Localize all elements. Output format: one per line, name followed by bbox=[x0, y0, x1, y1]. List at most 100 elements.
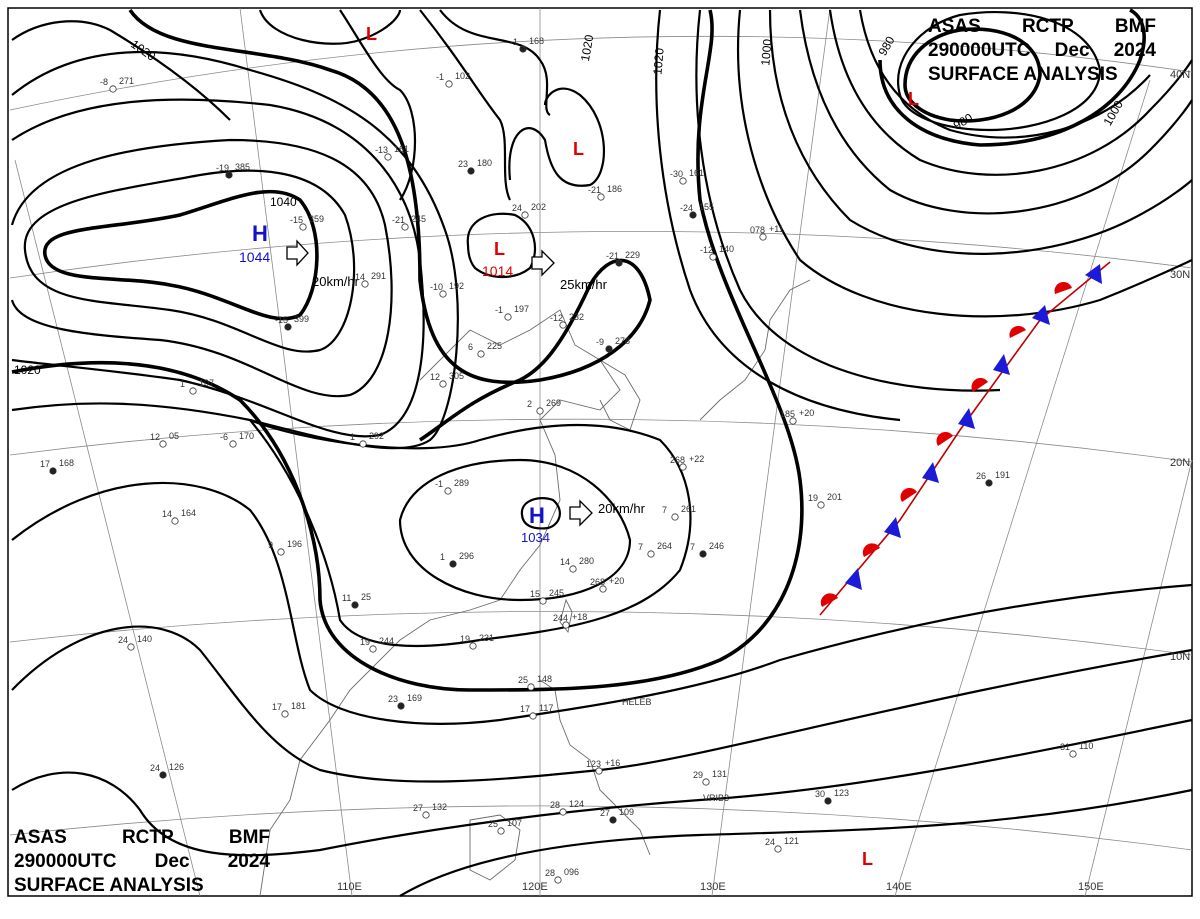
footer-time: 290000UTC bbox=[14, 851, 117, 872]
isobar-1036 bbox=[23, 169, 356, 353]
isobars bbox=[10, 8, 1193, 897]
station-pressure: 232 bbox=[569, 312, 584, 322]
station-temperature: 28 bbox=[545, 868, 555, 878]
station-temperature: 14 bbox=[162, 509, 172, 519]
station-marker bbox=[562, 621, 570, 629]
station-marker bbox=[679, 177, 687, 185]
station-pressure: 197 bbox=[514, 304, 529, 314]
station-plot: 23 169 bbox=[388, 693, 422, 710]
station-marker bbox=[679, 463, 687, 471]
header-title: SURFACE ANALYSIS bbox=[928, 64, 1118, 85]
station-pressure: 201 bbox=[827, 492, 842, 502]
station-plot: 14 280 bbox=[560, 556, 594, 573]
station-pressure: 124 bbox=[569, 799, 584, 809]
station-pressure: 245 bbox=[411, 214, 426, 224]
station-temperature: 25 bbox=[488, 819, 498, 829]
station-temperature: -14 bbox=[352, 272, 365, 282]
lon-label-140e: 140E bbox=[886, 881, 912, 893]
isobar-1028 bbox=[11, 98, 425, 438]
high-1-motion-arrow bbox=[286, 239, 309, 267]
station-label-vrib: VRIB3 bbox=[703, 793, 729, 803]
station-temperature: 28 bbox=[550, 800, 560, 810]
high-2-motion: 20km/hr bbox=[598, 501, 646, 516]
station-plot: 078 +11 bbox=[750, 224, 784, 241]
station-pressure: +11 bbox=[769, 224, 784, 234]
station-temperature: 2 bbox=[527, 399, 532, 409]
station-marker bbox=[615, 259, 623, 267]
low-1-motion-arrow bbox=[531, 249, 555, 277]
station-temperature: 31 bbox=[1060, 742, 1070, 752]
station-pressure: 291 bbox=[371, 271, 386, 281]
station-pressure: 191 bbox=[995, 470, 1010, 480]
station-pressure: 229 bbox=[625, 250, 640, 260]
station-pressure: 186 bbox=[607, 184, 622, 194]
station-marker bbox=[477, 350, 485, 358]
station-temperature: -12 bbox=[700, 245, 713, 255]
isobar-1024 bbox=[11, 50, 459, 450]
station-plot: 14 164 bbox=[162, 508, 196, 525]
isobar-1016-sw bbox=[11, 481, 1193, 725]
footer-year: 2024 bbox=[227, 851, 270, 872]
isobar-n3 bbox=[258, 9, 402, 45]
station-marker bbox=[774, 845, 782, 853]
meridian-100e bbox=[14, 159, 201, 897]
footer-line-1: ASAS RCTP BMF bbox=[14, 826, 270, 850]
station-marker bbox=[759, 233, 767, 241]
station-pressure: 280 bbox=[579, 556, 594, 566]
header-time: 290000UTC bbox=[928, 40, 1031, 61]
station-temperature: 27 bbox=[600, 808, 610, 818]
station-temperature: 15 bbox=[530, 589, 540, 599]
lon-label-120e: 120E bbox=[522, 881, 548, 893]
isobar-1008-s bbox=[11, 718, 1193, 857]
station-plot: 24 140 bbox=[118, 634, 152, 651]
high-1-pressure: 1044 bbox=[239, 249, 270, 265]
station-plot: 17 117 bbox=[520, 703, 553, 720]
station-label-heleb: HELEB bbox=[622, 697, 652, 707]
station-pressure: 168 bbox=[59, 458, 74, 468]
station-pressure: 096 bbox=[564, 867, 579, 877]
isobar-1024-south bbox=[249, 418, 692, 648]
station-marker bbox=[595, 767, 603, 775]
warm-front-bump bbox=[1009, 325, 1026, 338]
station-marker bbox=[529, 712, 537, 720]
station-temperature: 268 bbox=[670, 455, 685, 465]
station-plot: 12 305 bbox=[430, 371, 464, 388]
isobar-n5 bbox=[439, 9, 551, 116]
map-frame bbox=[7, 7, 1193, 897]
isobar-label-1040: 1040 bbox=[270, 195, 297, 209]
station-pressure: 155 bbox=[699, 202, 714, 212]
front bbox=[819, 261, 1111, 616]
station-plot: 25 107 bbox=[488, 818, 522, 835]
warm-front-bump bbox=[936, 431, 953, 446]
station-pressure: 121 bbox=[784, 836, 799, 846]
parallel-30n bbox=[9, 230, 1193, 279]
footer-line-2: 290000UTC Dec 2024 bbox=[14, 850, 270, 874]
station-temperature: 17 bbox=[272, 702, 282, 712]
station-temperature: -1 bbox=[436, 72, 444, 82]
station-plot: 23 180 bbox=[458, 158, 492, 175]
station-plot: 28 096 bbox=[545, 867, 579, 884]
header-agency-code: ASAS bbox=[928, 16, 981, 37]
station-pressure: 399 bbox=[294, 314, 309, 324]
coast-korea bbox=[599, 359, 641, 431]
station-temperature: -10 bbox=[430, 282, 443, 292]
station-plot: 1 107 bbox=[180, 378, 214, 395]
station-plot: -12 232 bbox=[550, 312, 584, 329]
lat-label-30n: 30N bbox=[1170, 269, 1190, 281]
lon-label-130e: 130E bbox=[700, 881, 726, 893]
high-2: H 1034 20km/hr bbox=[521, 499, 646, 545]
station-plot: -13 161 bbox=[375, 144, 409, 161]
station-pressure: 246 bbox=[709, 541, 724, 551]
station-temperature: 24 bbox=[765, 837, 775, 847]
isobar-1020-west bbox=[11, 9, 804, 692]
station-pressure: 131 bbox=[712, 769, 727, 779]
isobar-e1 bbox=[655, 9, 901, 422]
station-pressure: 168 bbox=[529, 36, 544, 46]
station-temperature: 7 bbox=[638, 542, 643, 552]
station-plot: 123 +16 bbox=[586, 758, 620, 775]
station-plot: 31 110 bbox=[1060, 741, 1093, 758]
lat-label-10n: 10N bbox=[1170, 651, 1190, 663]
high-2-motion-arrow bbox=[569, 499, 593, 527]
station-marker bbox=[159, 440, 167, 448]
station-temperature: 29 bbox=[693, 770, 703, 780]
